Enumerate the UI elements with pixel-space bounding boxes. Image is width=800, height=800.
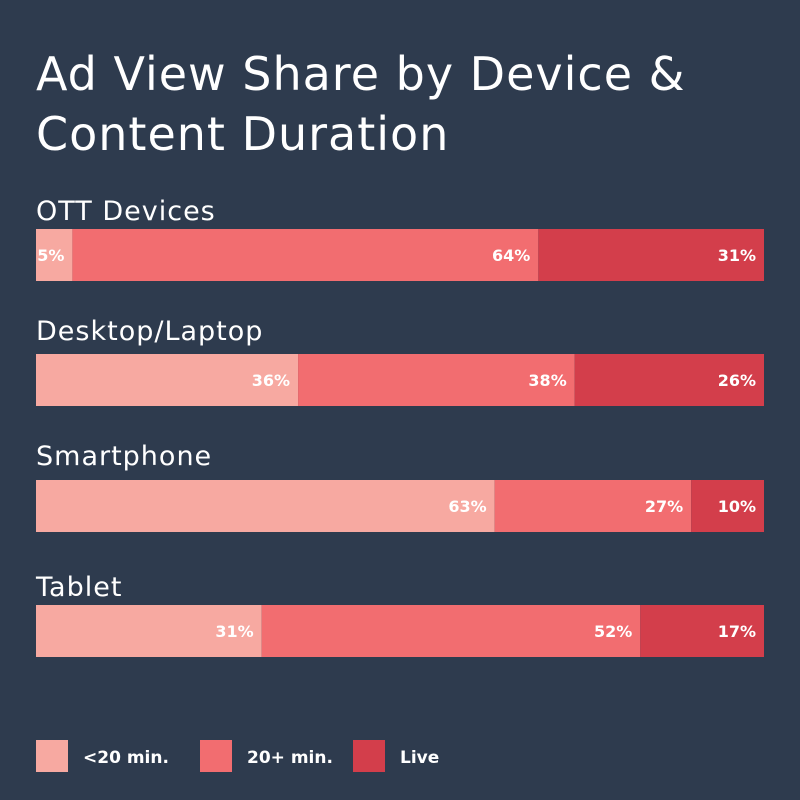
bar-segment-2: [72, 229, 538, 281]
category-label: Desktop/Laptop: [36, 316, 263, 347]
data-label: 27%: [645, 497, 683, 516]
data-label: 63%: [448, 497, 486, 516]
data-label: 26%: [718, 371, 756, 390]
bar-segment-2: [262, 605, 641, 657]
bar-row-ott-devices: OTT Devices 5% 64% 31%: [36, 196, 764, 281]
category-label: Tablet: [35, 572, 122, 603]
legend-swatch: [200, 740, 232, 772]
data-label: 10%: [718, 497, 756, 516]
chart-title-line-2: Content Duration: [36, 107, 449, 161]
data-label: 17%: [718, 622, 756, 641]
data-label: 36%: [252, 371, 290, 390]
category-label: OTT Devices: [36, 196, 216, 227]
data-label: 5%: [37, 246, 64, 265]
data-label: 64%: [492, 246, 530, 265]
legend-item-2: 20+ min.: [200, 740, 333, 772]
legend-item-3: Live: [353, 740, 439, 772]
legend-swatch: [353, 740, 385, 772]
legend: <20 min. 20+ min. Live: [36, 740, 439, 772]
bars: OTT Devices 5% 64% 31% Desktop/Laptop 36% 38% 2…: [35, 196, 764, 657]
category-label: Smartphone: [36, 441, 212, 472]
legend-label: 20+ min.: [247, 748, 333, 768]
bar-row-tablet: Tablet 31% 52% 17%: [35, 572, 764, 657]
data-label: 52%: [594, 622, 632, 641]
legend-item-1: <20 min.: [36, 740, 169, 772]
legend-label: Live: [400, 748, 439, 768]
data-label: 31%: [215, 622, 253, 641]
bar-row-desktop-laptop: Desktop/Laptop 36% 38% 26%: [36, 316, 764, 406]
chart-title: Ad View Share by Device & Content Duratio…: [36, 47, 685, 161]
bar-segment-1: [36, 480, 495, 532]
chart-title-line-1: Ad View Share by Device &: [36, 47, 685, 101]
data-label: 31%: [718, 246, 756, 265]
data-label: 38%: [528, 371, 566, 390]
legend-swatch: [36, 740, 68, 772]
legend-label: <20 min.: [83, 748, 169, 768]
bar-row-smartphone: Smartphone 63% 27% 10%: [36, 441, 764, 532]
